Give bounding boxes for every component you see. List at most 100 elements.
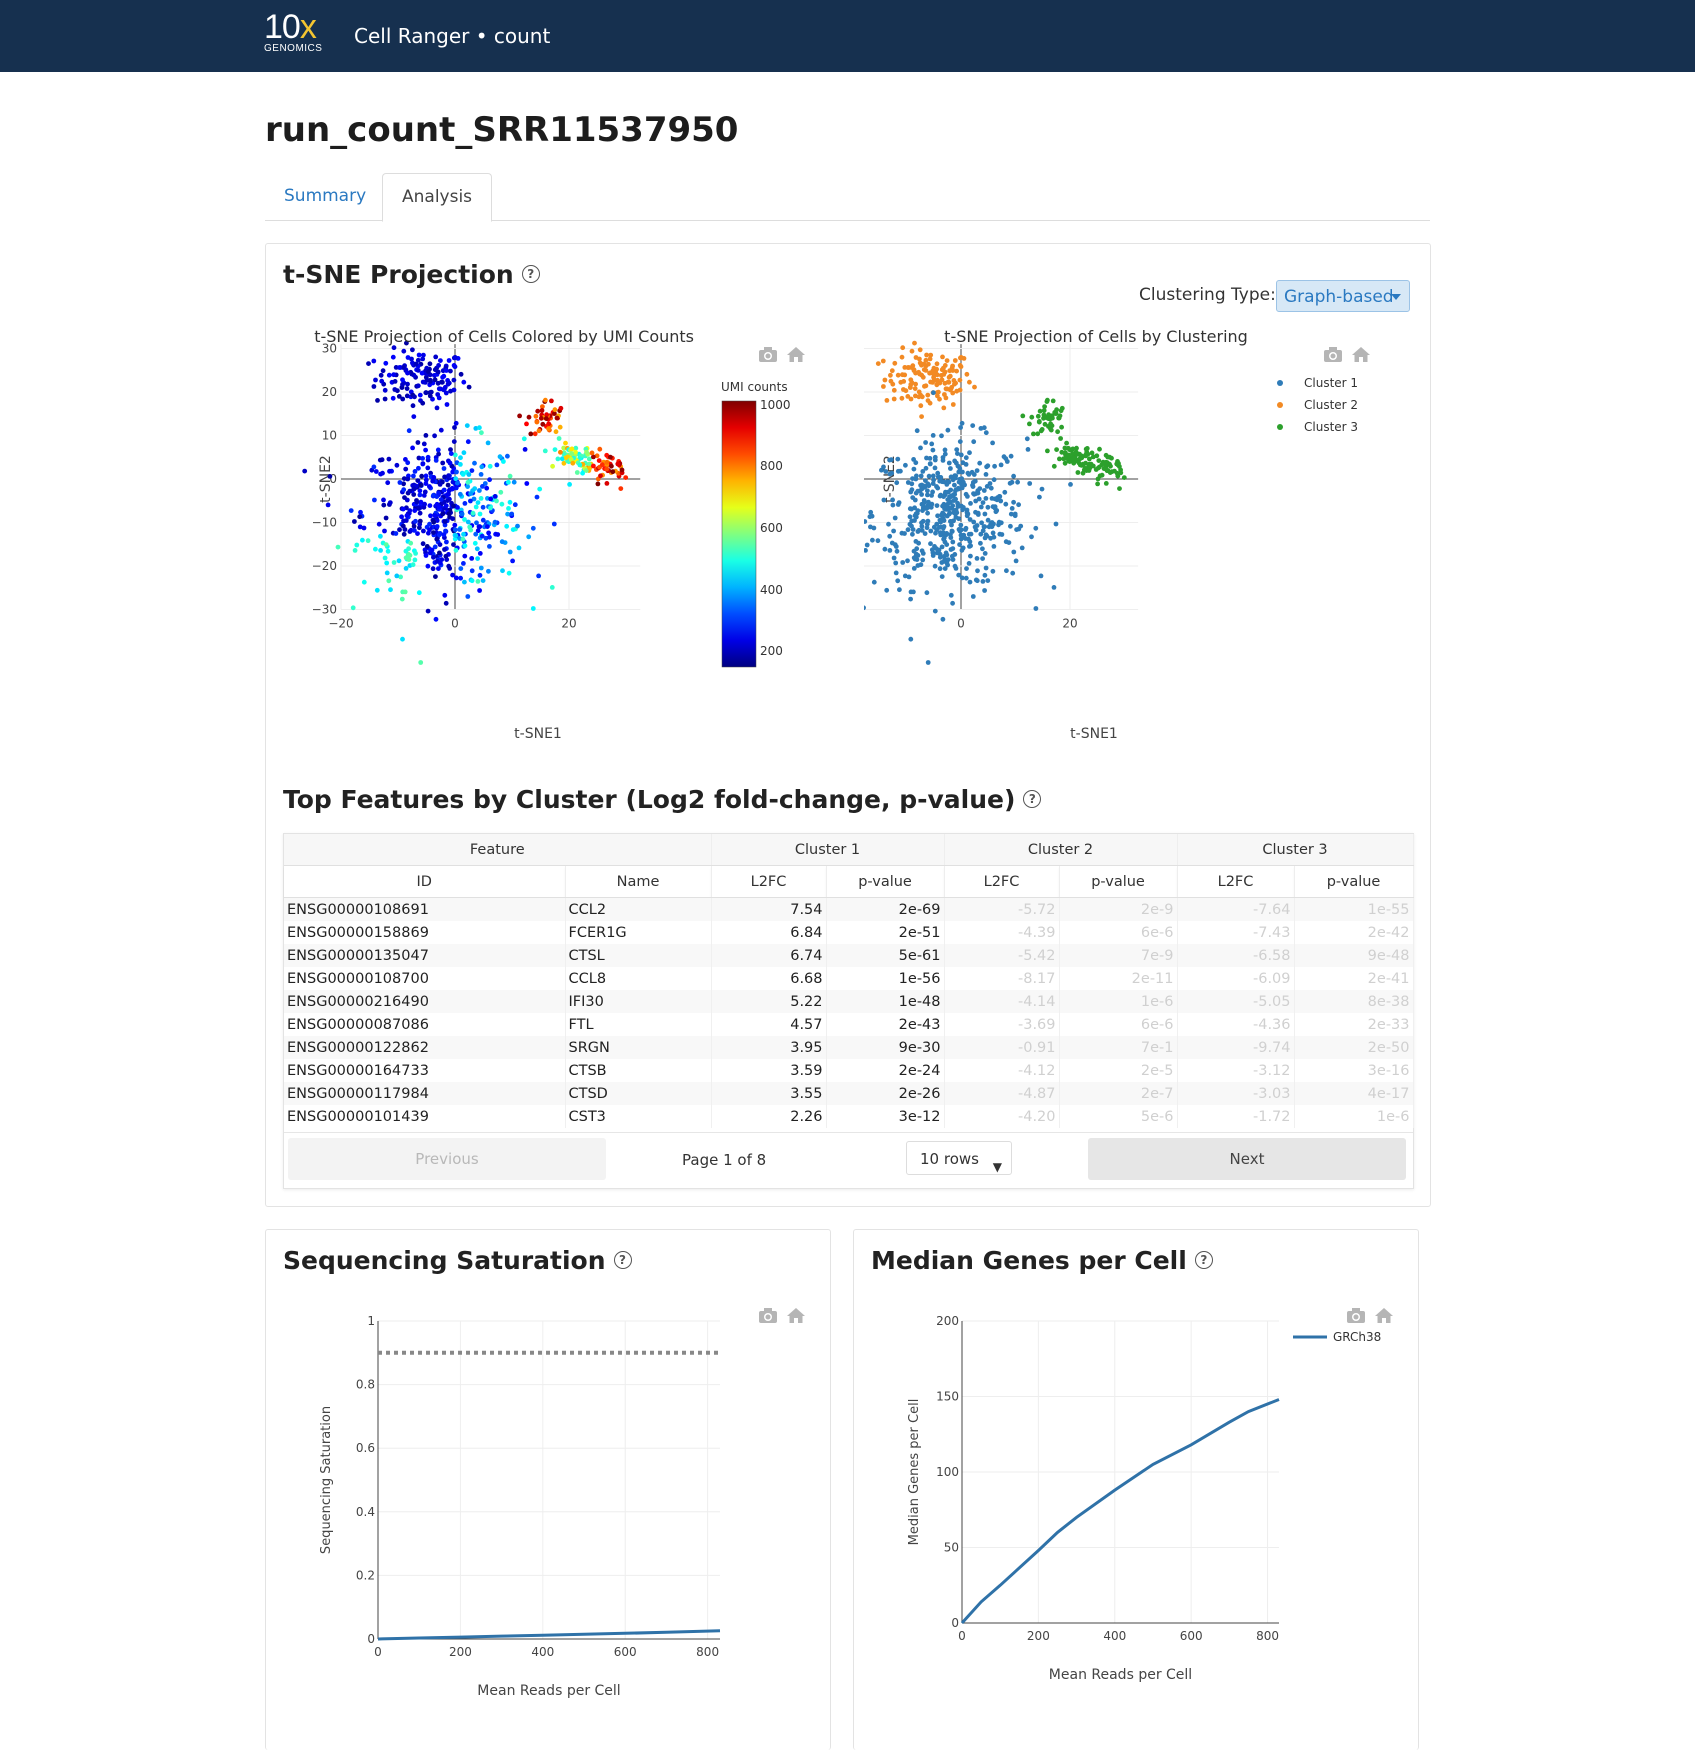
cell-point bbox=[420, 462, 425, 467]
tab-analysis[interactable]: Analysis bbox=[382, 173, 492, 222]
cell-point bbox=[913, 382, 918, 387]
cell-point bbox=[480, 484, 485, 489]
cell-point bbox=[449, 451, 454, 456]
cell-point bbox=[447, 511, 452, 516]
camera-icon[interactable] bbox=[1347, 1308, 1365, 1323]
cell-point bbox=[984, 496, 989, 501]
cell-point bbox=[938, 520, 943, 525]
cell-point bbox=[395, 463, 400, 468]
cell-point bbox=[944, 551, 949, 556]
cell-point bbox=[913, 386, 918, 391]
cell-point bbox=[1027, 481, 1032, 486]
cell-point bbox=[439, 428, 444, 433]
col-header-pvalue[interactable]: p-value bbox=[1294, 866, 1413, 898]
x-tick-label: 800 bbox=[1256, 1629, 1279, 1643]
camera-icon[interactable] bbox=[759, 347, 777, 362]
cell-point bbox=[433, 513, 438, 518]
home-icon[interactable] bbox=[1375, 1308, 1393, 1323]
cell-point bbox=[418, 393, 423, 398]
col-header-pvalue[interactable]: p-value bbox=[1059, 866, 1177, 898]
cell-point bbox=[876, 361, 881, 366]
cell-point bbox=[445, 402, 450, 407]
cell-point bbox=[412, 524, 417, 529]
camera-icon[interactable] bbox=[1324, 347, 1342, 362]
cell-point bbox=[430, 548, 435, 553]
cell-point bbox=[963, 527, 968, 532]
cell-point bbox=[956, 487, 961, 492]
col-header-pvalue[interactable]: p-value bbox=[826, 866, 944, 898]
cell-point bbox=[546, 426, 551, 431]
cell-point bbox=[964, 576, 969, 581]
cell-point bbox=[912, 341, 917, 346]
help-icon[interactable]: ? bbox=[1195, 1251, 1213, 1269]
col-header-l2fc[interactable]: L2FC bbox=[711, 866, 826, 898]
home-icon[interactable] bbox=[1352, 347, 1370, 362]
cell-point bbox=[927, 474, 932, 479]
cell-point bbox=[916, 541, 921, 546]
10x-genomics-logo[interactable]: 10x GENOMICS bbox=[264, 10, 322, 54]
cell-point bbox=[401, 524, 406, 529]
cell-point bbox=[922, 500, 927, 505]
cell-point bbox=[431, 555, 436, 560]
cell-point bbox=[913, 371, 918, 376]
help-icon[interactable]: ? bbox=[614, 1251, 632, 1269]
cluster1-pvalue-cell: 5e-61 bbox=[826, 944, 944, 967]
cluster1-l2fc-cell: 6.84 bbox=[711, 921, 826, 944]
col-header-l2fc[interactable]: L2FC bbox=[944, 866, 1059, 898]
cell-point bbox=[967, 380, 972, 385]
cell-point bbox=[925, 590, 930, 595]
cell-point bbox=[392, 345, 397, 350]
col-header-name[interactable]: Name bbox=[565, 866, 711, 898]
cell-point bbox=[1081, 471, 1086, 476]
feature-name-cell: IFI30 bbox=[565, 990, 711, 1013]
cell-point bbox=[895, 578, 900, 583]
cell-point bbox=[438, 542, 443, 547]
tsne-cluster-plot[interactable]: −200203020100−10−20−30t-SNE1t-SNE2t-SNE … bbox=[864, 325, 1384, 745]
next-button[interactable]: Next bbox=[1088, 1138, 1406, 1180]
legend-item[interactable]: Cluster 3 bbox=[1304, 420, 1358, 434]
cluster2-pvalue-cell: 6e-6 bbox=[1059, 1013, 1177, 1036]
cell-point bbox=[397, 527, 402, 532]
cell-point bbox=[375, 398, 380, 403]
clustering-type-dropdown[interactable]: Graph-based bbox=[1276, 280, 1410, 312]
cell-point bbox=[971, 594, 976, 599]
cell-point bbox=[476, 579, 481, 584]
rows-per-page-select[interactable]: 10 rows▼ bbox=[906, 1141, 1012, 1175]
col-header-l2fc[interactable]: L2FC bbox=[1177, 866, 1294, 898]
camera-icon[interactable] bbox=[759, 1308, 777, 1323]
cell-point bbox=[549, 399, 554, 404]
cell-point bbox=[926, 660, 931, 665]
cell-point bbox=[453, 476, 458, 481]
cell-point bbox=[383, 388, 388, 393]
cell-point bbox=[905, 558, 910, 563]
cell-point bbox=[948, 532, 953, 537]
home-icon[interactable] bbox=[787, 347, 805, 362]
cell-point bbox=[448, 369, 453, 374]
cell-point bbox=[461, 472, 466, 477]
legend-item[interactable]: Cluster 2 bbox=[1304, 398, 1358, 412]
cell-point bbox=[997, 494, 1002, 499]
legend-item[interactable]: GRCh38 bbox=[1333, 1330, 1381, 1344]
cell-point bbox=[444, 368, 449, 373]
cell-point bbox=[971, 439, 976, 444]
cell-point bbox=[567, 482, 572, 487]
legend-item[interactable]: Cluster 1 bbox=[1304, 376, 1358, 390]
cell-point bbox=[427, 527, 432, 532]
cell-point bbox=[477, 488, 482, 493]
cell-point bbox=[983, 573, 988, 578]
help-icon[interactable]: ? bbox=[1023, 790, 1041, 808]
home-icon[interactable] bbox=[787, 1308, 805, 1323]
tab-summary[interactable]: Summary bbox=[265, 173, 385, 219]
cell-point bbox=[445, 498, 450, 503]
cell-point bbox=[960, 470, 965, 475]
cell-point bbox=[952, 498, 957, 503]
previous-button[interactable]: Previous bbox=[288, 1138, 606, 1180]
cell-point bbox=[976, 511, 981, 516]
cell-point bbox=[890, 498, 895, 503]
help-icon[interactable]: ? bbox=[522, 265, 540, 283]
col-header-id[interactable]: ID bbox=[284, 866, 565, 898]
